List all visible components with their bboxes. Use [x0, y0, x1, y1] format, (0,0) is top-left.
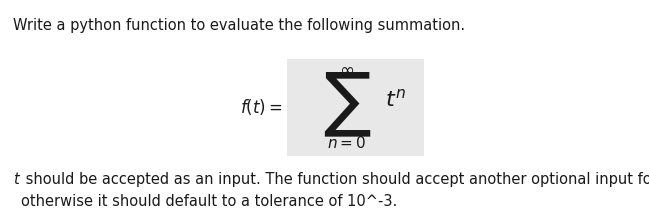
FancyBboxPatch shape [286, 59, 424, 156]
Text: $\sum$: $\sum$ [323, 70, 371, 139]
Text: $n=0$: $n=0$ [328, 135, 367, 151]
Text: Write a python function to evaluate the following summation.: Write a python function to evaluate the … [13, 18, 465, 33]
Text: $t^n$: $t^n$ [385, 89, 406, 112]
Text: should be accepted as an input. The function should accept another optional inpu: should be accepted as an input. The func… [21, 172, 649, 209]
Text: $f(t) =$: $f(t) =$ [239, 97, 282, 117]
Text: $\infty$: $\infty$ [339, 60, 354, 79]
Text: t: t [13, 172, 19, 187]
